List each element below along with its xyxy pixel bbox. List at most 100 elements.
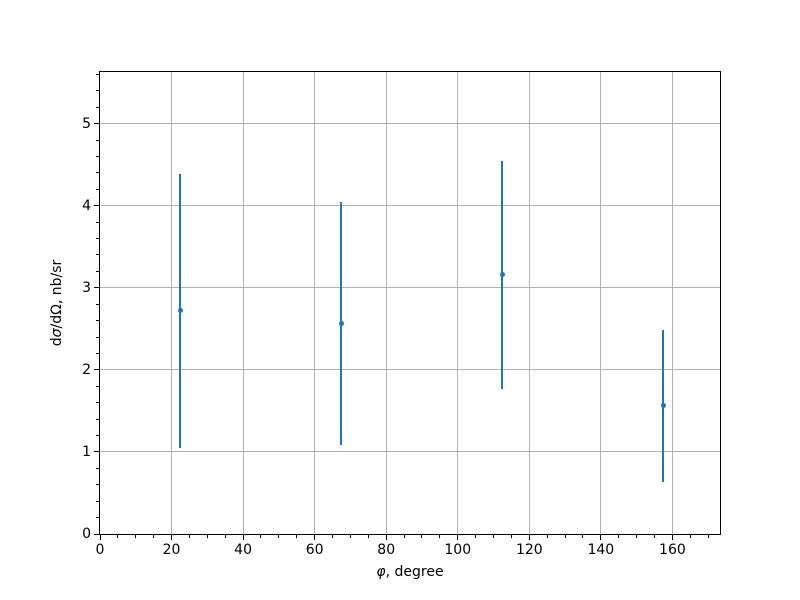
x-major-tick [385, 535, 387, 540]
x-gridline [528, 72, 530, 534]
y-axis-label-sigma: σ [49, 328, 65, 338]
x-major-tick [528, 535, 530, 540]
x-minor-tick [564, 535, 566, 538]
y-minor-tick [96, 500, 99, 502]
y-major-tick [94, 451, 99, 453]
y-minor-tick [96, 188, 99, 190]
x-minor-tick [546, 535, 548, 538]
y-minor-tick [96, 254, 99, 256]
x-major-tick [171, 535, 173, 540]
y-gridline [100, 287, 720, 289]
x-minor-tick [332, 535, 334, 538]
x-gridline [171, 72, 173, 534]
y-major-tick [94, 533, 99, 535]
x-tick-label: 40 [234, 542, 253, 558]
x-minor-tick [206, 535, 208, 538]
x-tick-label: 100 [444, 542, 472, 558]
y-minor-tick [96, 156, 99, 158]
data-point-marker [499, 272, 505, 278]
y-major-tick [94, 123, 99, 125]
data-point-marker [177, 308, 183, 314]
y-minor-tick [96, 221, 99, 223]
axes-frame [99, 71, 721, 535]
x-gridline [600, 72, 602, 534]
x-minor-tick [117, 535, 119, 538]
x-minor-tick [493, 535, 495, 538]
y-minor-tick [96, 336, 99, 338]
y-tick-label: 5 [82, 115, 91, 132]
x-gridline [314, 72, 316, 534]
x-minor-tick [188, 535, 190, 538]
x-major-tick [242, 535, 244, 540]
x-minor-tick [296, 535, 298, 538]
x-tick-label: 60 [305, 542, 324, 558]
x-axis-label-symbol: φ [376, 564, 386, 580]
y-major-tick [94, 369, 99, 371]
y-gridline [100, 451, 720, 453]
x-minor-tick [439, 535, 441, 538]
x-gridline [671, 72, 673, 534]
x-minor-tick [367, 535, 369, 538]
y-tick-label: 0 [82, 526, 91, 542]
x-minor-tick [582, 535, 584, 538]
y-gridline [100, 123, 720, 125]
data-point-marker [660, 403, 666, 409]
y-minor-tick [96, 435, 99, 437]
y-minor-tick [96, 517, 99, 519]
data-point-marker [338, 320, 344, 326]
y-minor-tick [96, 352, 99, 354]
x-minor-tick [654, 535, 656, 538]
y-minor-tick [96, 303, 99, 305]
y-axis-label-text: /dΩ, nb/sr [49, 259, 65, 329]
y-minor-tick [96, 73, 99, 75]
x-axis-label-text: , degree [385, 564, 444, 580]
x-tick-label: 120 [515, 542, 543, 558]
y-minor-tick [96, 106, 99, 108]
x-tick-label: 80 [377, 542, 396, 558]
y-gridline [100, 369, 720, 371]
x-major-tick [314, 535, 316, 540]
x-minor-tick [260, 535, 262, 538]
y-minor-tick [96, 385, 99, 387]
x-minor-tick [618, 535, 620, 538]
y-tick-label: 2 [82, 361, 91, 378]
y-major-tick [94, 205, 99, 207]
x-gridline [385, 72, 387, 534]
x-axis-label: φ, degree [100, 564, 720, 580]
y-minor-tick [96, 402, 99, 404]
y-major-tick [94, 287, 99, 289]
x-minor-tick [224, 535, 226, 538]
x-tick-label: 160 [659, 542, 686, 558]
x-tick-label: 20 [162, 542, 181, 558]
x-minor-tick [278, 535, 280, 538]
y-axis-label-d: d [49, 337, 65, 347]
y-axis-label: dσ/dΩ, nb/sr [49, 260, 65, 347]
x-minor-tick [421, 535, 423, 538]
y-minor-tick [96, 270, 99, 272]
y-minor-tick [96, 238, 99, 240]
x-major-tick [99, 535, 101, 540]
x-major-tick [457, 535, 459, 540]
y-tick-label: 1 [82, 443, 91, 460]
x-minor-tick [475, 535, 477, 538]
x-minor-tick [403, 535, 405, 538]
plot-area [100, 72, 720, 534]
y-minor-tick [96, 139, 99, 141]
y-tick-label: 4 [82, 197, 91, 214]
x-tick-label: 0 [95, 542, 105, 558]
x-minor-tick [135, 535, 137, 538]
x-minor-tick [349, 535, 351, 538]
x-gridline [242, 72, 244, 534]
x-major-tick [600, 535, 602, 540]
y-minor-tick [96, 320, 99, 322]
x-major-tick [671, 535, 673, 540]
y-tick-label: 3 [82, 279, 91, 296]
y-gridline [100, 205, 720, 207]
x-gridline [457, 72, 459, 534]
y-minor-tick [96, 467, 99, 469]
y-minor-tick [96, 484, 99, 486]
y-minor-tick [96, 172, 99, 174]
x-minor-tick [510, 535, 512, 538]
y-minor-tick [96, 418, 99, 420]
